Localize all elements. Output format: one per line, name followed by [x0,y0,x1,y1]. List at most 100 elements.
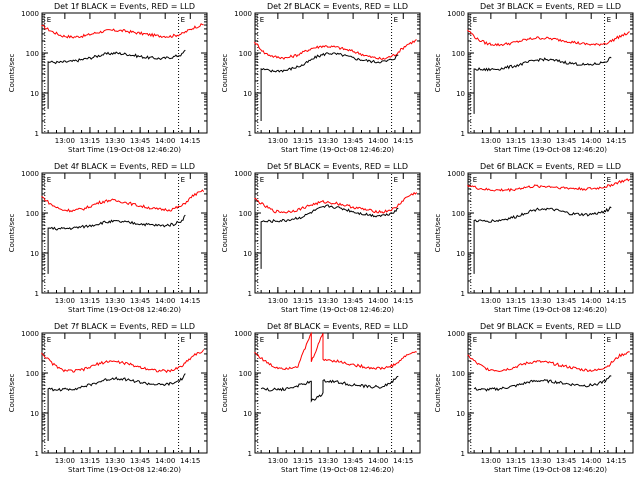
x-tick-label: 13:00 [55,297,75,305]
x-tick-label: 13:30 [531,457,551,465]
x-tick-label: 13:00 [55,457,75,465]
x-tick-label: 13:45 [556,457,576,465]
x-tick-label: 13:30 [318,137,338,145]
panel-title: Det 6f BLACK = Events, RED = LLD [480,162,621,171]
x-tick-label: 14:00 [368,457,388,465]
detector-panel: Det 1f BLACK = Events, RED = LLD 1 10 100 10… [8,2,208,154]
y-tick-label: 100 [452,370,465,378]
interval-marker-label: E [181,176,185,184]
y-tick-label: 10 [243,410,252,418]
y-tick-label: 1 [35,290,39,298]
detector-panel: Det 2f BLACK = Events, RED = LLD 1 10 100 10… [221,2,421,154]
x-axis-label: Start Time (19-Oct-08 12:46:20) [281,466,394,474]
x-tick-label: 13:15 [80,137,100,145]
interval-marker-label: E [607,16,611,24]
series-line [47,373,186,441]
y-tick-label: 100 [239,50,252,58]
x-axis-label: Start Time (19-Oct-08 12:46:20) [494,146,607,154]
detector-panel: Det 7f BLACK = Events, RED = LLD 1 10 100 10… [8,322,208,474]
x-tick-label: 14:15 [606,297,626,305]
y-axis-label: Counts/sec [434,54,442,93]
detector-panel: Det 9f BLACK = Events, RED = LLD 1 10 100 10… [434,322,634,474]
y-tick-label: 1000 [21,10,39,18]
y-tick-label: 1 [248,450,252,458]
detector-panel: Det 6f BLACK = Events, RED = LLD 1 10 100 10… [434,162,634,314]
x-tick-label: 13:45 [343,457,363,465]
x-tick-label: 14:15 [393,137,413,145]
y-axis-label: Counts/sec [434,214,442,253]
plot-frame [467,172,634,294]
x-tick-label: 14:00 [155,457,175,465]
y-tick-label: 1000 [21,170,39,178]
interval-marker-label: E [394,336,398,344]
series-line [467,178,631,193]
x-tick-label: 13:00 [268,297,288,305]
y-tick-label: 100 [26,210,39,218]
interval-marker-label: E [47,336,51,344]
x-tick-label: 13:00 [481,137,501,145]
interval-marker-label: E [47,16,51,24]
interval-marker-label: E [260,336,264,344]
series-line [41,189,205,213]
interval-marker-label: E [473,16,477,24]
panel-title: Det 3f BLACK = Events, RED = LLD [480,2,621,11]
x-tick-label: 13:15 [293,137,313,145]
x-tick-label: 13:00 [268,137,288,145]
plot-frame [41,12,208,134]
y-tick-label: 10 [30,90,39,98]
y-tick-label: 1000 [447,330,465,338]
x-tick-label: 14:15 [606,137,626,145]
y-tick-label: 1000 [447,10,465,18]
series-line [253,39,417,61]
x-tick-label: 13:45 [343,137,363,145]
panel-title: Det 8f BLACK = Events, RED = LLD [267,322,408,331]
x-tick-label: 14:15 [393,457,413,465]
y-axis-label: Counts/sec [221,214,229,253]
series-line [41,23,204,39]
y-tick-label: 1000 [234,10,252,18]
x-tick-label: 13:30 [105,297,125,305]
x-tick-label: 13:45 [130,137,150,145]
x-tick-label: 14:15 [180,457,200,465]
y-tick-label: 100 [239,370,252,378]
x-tick-label: 14:15 [606,457,626,465]
y-axis-label: Counts/sec [434,374,442,413]
y-tick-label: 100 [452,50,465,58]
x-tick-label: 13:45 [130,457,150,465]
x-tick-label: 14:00 [368,137,388,145]
y-axis-label: Counts/sec [221,54,229,93]
interval-marker-label: E [181,336,185,344]
x-tick-label: 14:00 [581,137,601,145]
x-axis-label: Start Time (19-Oct-08 12:46:20) [68,146,181,154]
y-axis-label: Counts/sec [221,374,229,413]
panel-title: Det 5f BLACK = Events, RED = LLD [267,162,408,171]
interval-marker-label: E [473,336,477,344]
series-line [260,375,399,403]
x-tick-label: 13:45 [343,297,363,305]
x-tick-label: 13:45 [556,137,576,145]
x-tick-label: 13:15 [80,297,100,305]
x-axis-label: Start Time (19-Oct-08 12:46:20) [494,466,607,474]
y-tick-label: 1 [35,130,39,138]
y-tick-label: 10 [456,90,465,98]
panel-title: Det 7f BLACK = Events, RED = LLD [54,322,195,331]
panel-title: Det 2f BLACK = Events, RED = LLD [267,2,408,11]
y-tick-label: 100 [452,210,465,218]
series-line [467,351,630,373]
x-axis-label: Start Time (19-Oct-08 12:46:20) [68,306,181,314]
x-tick-label: 14:00 [155,137,175,145]
y-axis-label: Counts/sec [8,374,16,413]
series-line [467,29,630,47]
interval-marker-label: E [47,176,51,184]
x-tick-label: 13:45 [556,297,576,305]
x-tick-label: 13:15 [293,297,313,305]
plot-frame [254,332,421,454]
x-tick-label: 13:00 [481,457,501,465]
interval-marker-label: E [260,176,264,184]
series-line [254,191,418,214]
series-line [473,375,612,392]
plot-frame [41,332,208,454]
interval-marker-label: E [607,176,611,184]
y-axis-label: Counts/sec [8,54,16,93]
